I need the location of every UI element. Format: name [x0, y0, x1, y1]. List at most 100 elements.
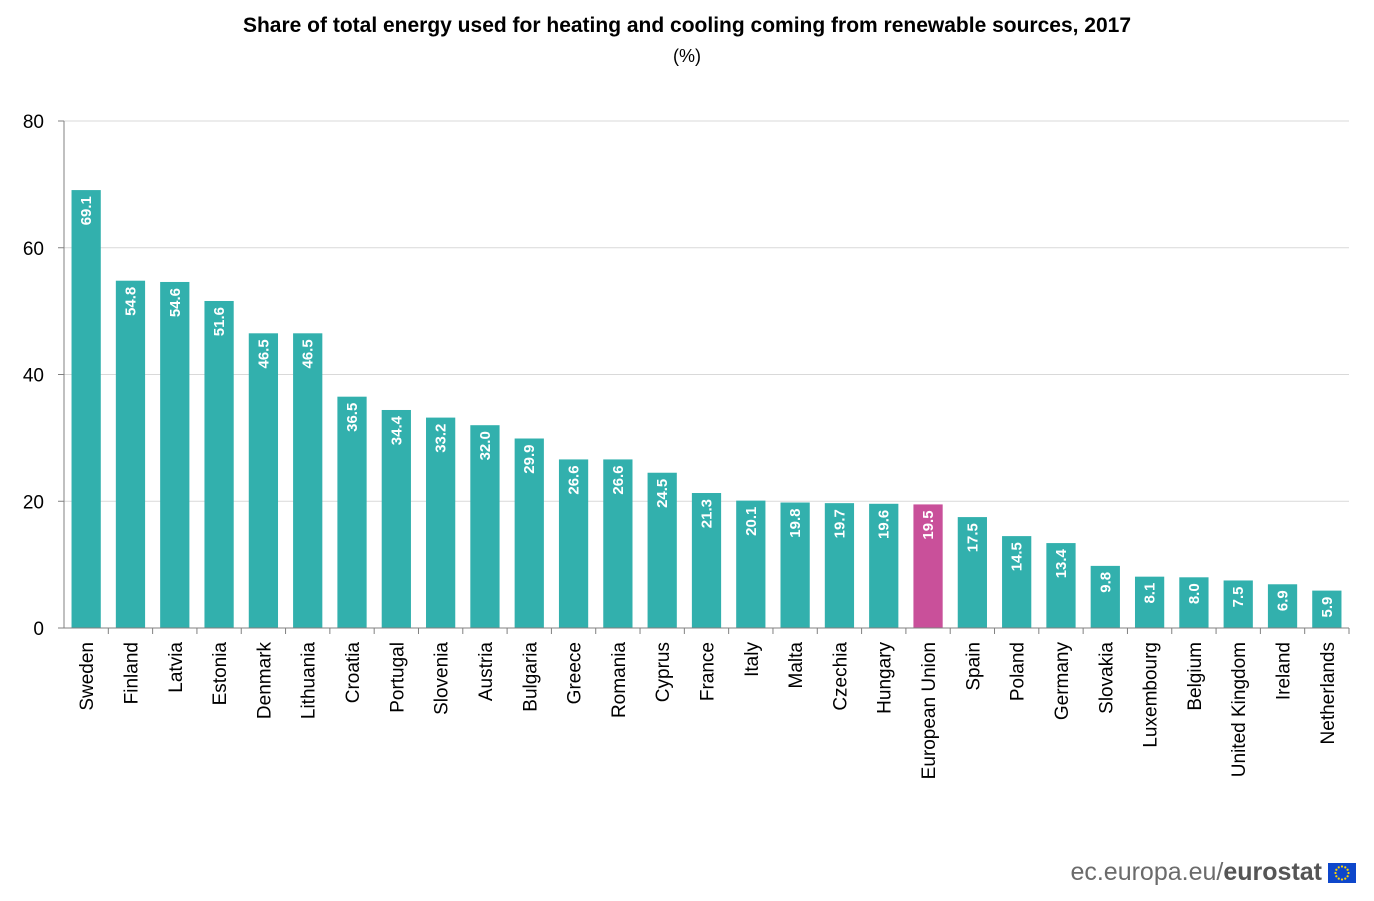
x-tick-label: Estonia	[210, 642, 231, 706]
data-label: 19.5	[920, 510, 937, 539]
y-tick-label: 80	[23, 112, 44, 133]
data-label: 69.1	[78, 196, 95, 225]
bar-austria	[470, 425, 500, 628]
eurostat-logo-text: eurostat	[1223, 858, 1322, 886]
data-label: 33.2	[433, 424, 450, 453]
y-tick-labels: 0 20 40 60 80	[23, 112, 44, 640]
x-tick-label: Germany	[1052, 642, 1073, 721]
value-labels: 69.1 54.8 54.6 51.6 46.5 46.5 36.5 34.4 33.2 32.0…	[78, 196, 1336, 617]
x-tick-label: Sweden	[77, 642, 98, 711]
bar-luxembourg	[1134, 576, 1165, 628]
bar-czechia	[824, 503, 855, 628]
x-tick-label: Czechia	[830, 642, 851, 711]
bar-cyprus	[647, 472, 677, 628]
data-label: 17.5	[964, 523, 981, 552]
x-tick-label: Romania	[609, 642, 630, 718]
bar-estonia	[204, 300, 234, 628]
x-tick-label: United Kingdom	[1229, 642, 1250, 777]
x-tick-label: Italy	[742, 642, 763, 677]
chart-subtitle: (%)	[673, 46, 701, 66]
data-label: 19.7	[831, 509, 848, 538]
bar-belgium	[1179, 577, 1209, 628]
data-label: 5.9	[1319, 597, 1336, 618]
x-tick-label: Slovenia	[432, 642, 453, 715]
bar-france	[691, 493, 722, 628]
bar-spain	[957, 517, 987, 628]
bar-poland	[1002, 536, 1032, 628]
bar-lithuania	[293, 333, 323, 628]
bar-slovenia	[426, 417, 456, 628]
bar-italy	[736, 500, 766, 628]
data-label: 51.6	[211, 307, 228, 336]
x-tick-label: Cyprus	[653, 642, 674, 702]
bar-latvia	[160, 281, 190, 628]
x-tick-label: Slovakia	[1096, 642, 1117, 714]
data-label: 54.8	[122, 287, 139, 316]
x-tick-label: Spain	[963, 642, 984, 691]
bars	[71, 190, 1342, 629]
bar-sweden	[71, 190, 101, 629]
data-label: 6.9	[1275, 590, 1292, 611]
data-label: 46.5	[300, 339, 317, 368]
x-tick-label: France	[698, 642, 719, 701]
x-tick-label: Denmark	[254, 642, 275, 720]
x-tick-label: Malta	[786, 642, 807, 689]
bar-slovakia	[1090, 565, 1120, 628]
flag-star	[1337, 865, 1340, 868]
data-label: 36.5	[344, 403, 361, 432]
x-tick-label: Portugal	[387, 642, 408, 713]
data-label: 20.1	[743, 507, 760, 536]
data-label: 46.5	[255, 339, 272, 368]
footer-source: ec.europa.eu/eurostat	[1070, 858, 1356, 887]
flag-field	[1328, 862, 1356, 883]
data-label: 29.9	[521, 445, 538, 474]
bar-germany	[1046, 543, 1076, 628]
data-label: 8.0	[1186, 583, 1203, 604]
data-label: 24.5	[654, 479, 671, 508]
bar-malta	[780, 502, 810, 628]
flag-star	[1334, 871, 1337, 874]
flag-star	[1340, 864, 1344, 868]
data-label: 54.6	[167, 288, 184, 317]
footer-url: ec.europa.eu/	[1070, 858, 1224, 886]
bar-croatia	[337, 396, 367, 628]
flag-star	[1337, 877, 1340, 880]
x-tick-label: Ireland	[1274, 642, 1295, 700]
y-tick-label: 20	[23, 492, 44, 513]
data-label: 14.5	[1009, 542, 1026, 571]
x-tick-labels: Sweden Finland Latvia Estonia Denmark Lithuan…	[77, 642, 1339, 780]
bar-greece	[558, 459, 589, 628]
x-tick-label: Greece	[565, 642, 586, 704]
x-tick-label: Austria	[476, 642, 497, 702]
data-label: 7.5	[1230, 586, 1247, 607]
x-tick-label: Belgium	[1185, 642, 1206, 711]
bar-portugal	[381, 409, 411, 628]
y-tick-label: 0	[33, 619, 44, 640]
axes	[58, 120, 1350, 634]
bar-united-kingdom	[1223, 580, 1253, 628]
flag-star	[1344, 865, 1347, 868]
bar-bulgaria	[514, 438, 544, 628]
flag-star	[1344, 877, 1347, 880]
x-tick-label: Lithuania	[299, 642, 320, 720]
bar-romania	[603, 459, 633, 628]
x-tick-label: Poland	[1008, 642, 1029, 701]
data-label: 9.8	[1097, 572, 1114, 593]
x-tick-label: Luxembourg	[1141, 642, 1162, 748]
data-label: 26.6	[566, 465, 583, 494]
data-label: 32.0	[477, 431, 494, 460]
data-label: 21.3	[699, 499, 716, 528]
data-label: 34.4	[388, 415, 405, 445]
data-label: 19.8	[787, 509, 804, 538]
bar-finland	[115, 280, 146, 628]
x-tick-label: Bulgaria	[520, 642, 541, 712]
y-tick-label: 40	[23, 366, 44, 387]
flag-star	[1340, 877, 1344, 881]
x-tick-label: European Union	[919, 642, 940, 779]
x-tick-label: Croatia	[343, 642, 364, 704]
bar-hungary	[869, 503, 899, 628]
bar-denmark	[248, 333, 279, 628]
x-tick-label: Finland	[121, 642, 142, 704]
flag-star	[1346, 868, 1349, 871]
